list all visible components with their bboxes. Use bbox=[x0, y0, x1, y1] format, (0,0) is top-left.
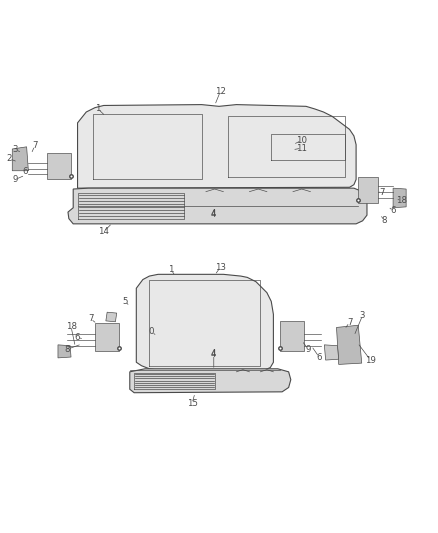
Polygon shape bbox=[47, 154, 71, 180]
Text: 3: 3 bbox=[13, 146, 18, 155]
Text: 11: 11 bbox=[296, 143, 307, 152]
Text: 3: 3 bbox=[360, 311, 365, 320]
Polygon shape bbox=[336, 325, 362, 365]
Text: 12: 12 bbox=[215, 87, 226, 96]
Polygon shape bbox=[130, 369, 291, 393]
Text: 7: 7 bbox=[347, 318, 352, 327]
Text: 1: 1 bbox=[168, 265, 174, 274]
Text: 8: 8 bbox=[65, 345, 70, 354]
Text: 6: 6 bbox=[23, 167, 28, 176]
Text: 0: 0 bbox=[149, 327, 154, 336]
Polygon shape bbox=[393, 188, 406, 208]
Text: 7: 7 bbox=[379, 188, 385, 197]
Text: 15: 15 bbox=[187, 399, 198, 408]
Text: 14: 14 bbox=[98, 227, 109, 236]
Text: 8: 8 bbox=[381, 216, 387, 225]
Text: 18: 18 bbox=[396, 196, 407, 205]
Text: 4: 4 bbox=[211, 350, 216, 359]
Polygon shape bbox=[78, 104, 356, 188]
Text: 6: 6 bbox=[316, 352, 322, 361]
Polygon shape bbox=[136, 274, 273, 370]
Polygon shape bbox=[12, 147, 28, 171]
Text: 18: 18 bbox=[66, 322, 77, 331]
Polygon shape bbox=[95, 323, 119, 351]
Text: 6: 6 bbox=[75, 333, 80, 342]
Text: 5: 5 bbox=[123, 297, 128, 306]
Text: 9: 9 bbox=[13, 175, 18, 184]
Polygon shape bbox=[324, 345, 339, 360]
Polygon shape bbox=[68, 188, 367, 224]
Text: 4: 4 bbox=[211, 210, 216, 219]
Text: 4: 4 bbox=[211, 209, 216, 218]
Text: 6: 6 bbox=[390, 206, 396, 215]
Polygon shape bbox=[358, 177, 378, 204]
Text: 2: 2 bbox=[7, 154, 12, 163]
Text: 10: 10 bbox=[296, 136, 307, 145]
Text: 7: 7 bbox=[32, 141, 38, 150]
Polygon shape bbox=[280, 321, 304, 351]
Text: 7: 7 bbox=[88, 314, 93, 323]
Text: 9: 9 bbox=[306, 345, 311, 354]
Text: 19: 19 bbox=[365, 356, 376, 365]
Text: 1: 1 bbox=[95, 104, 101, 114]
Text: 13: 13 bbox=[215, 263, 226, 272]
Polygon shape bbox=[58, 345, 71, 358]
Polygon shape bbox=[106, 312, 117, 322]
Text: 4: 4 bbox=[211, 349, 216, 358]
